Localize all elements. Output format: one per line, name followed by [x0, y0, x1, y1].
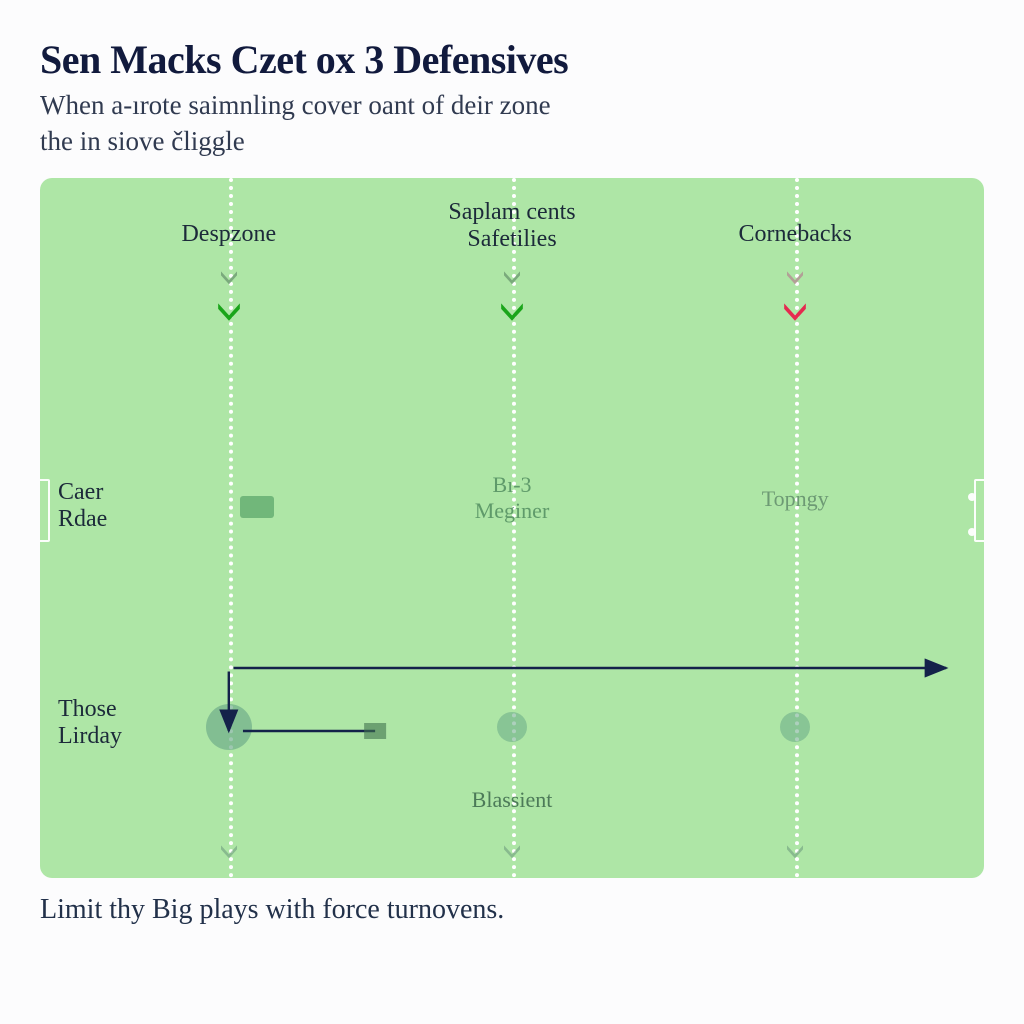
- chevron-down-icon: [502, 843, 522, 859]
- column-header: Despzone: [181, 221, 276, 248]
- chevron-down-icon: [782, 300, 808, 322]
- page-title: Sen Macks Czet ox 3 Defensives: [40, 36, 984, 83]
- chevron-down-icon: [219, 843, 239, 859]
- chevron-down-icon: [502, 269, 522, 285]
- row-label: Caer Rdae: [58, 479, 107, 533]
- bottom-center-label: Blassient: [472, 787, 553, 813]
- player-dot: [206, 704, 252, 750]
- player-dot: [497, 712, 527, 742]
- sideline-dot: [968, 493, 976, 501]
- column-header: Cornebacks: [739, 221, 852, 248]
- column-mid-label: Topngy: [762, 486, 829, 512]
- goal-left: [40, 479, 50, 542]
- field-diagram: Despzone Saplam cents Safetilies Bı-3 Megi…: [40, 178, 984, 878]
- row-label: Those Lirday: [58, 696, 122, 750]
- sideline-dot: [968, 528, 976, 536]
- chevron-down-icon: [785, 843, 805, 859]
- chevron-down-icon: [785, 269, 805, 285]
- player-dot: [780, 712, 810, 742]
- column-header: Saplam cents Safetilies: [448, 199, 575, 253]
- page-subtitle: When a-ırote saimnling cover oant of dei…: [40, 87, 984, 160]
- position-marker: [240, 496, 274, 518]
- chevron-down-icon: [216, 300, 242, 322]
- caption-text: Limit thy Big plays with force turnovens…: [40, 894, 984, 926]
- chevron-down-icon: [499, 300, 525, 322]
- chevron-down-icon: [219, 269, 239, 285]
- column-mid-label: Bı-3 Meginer: [475, 472, 550, 524]
